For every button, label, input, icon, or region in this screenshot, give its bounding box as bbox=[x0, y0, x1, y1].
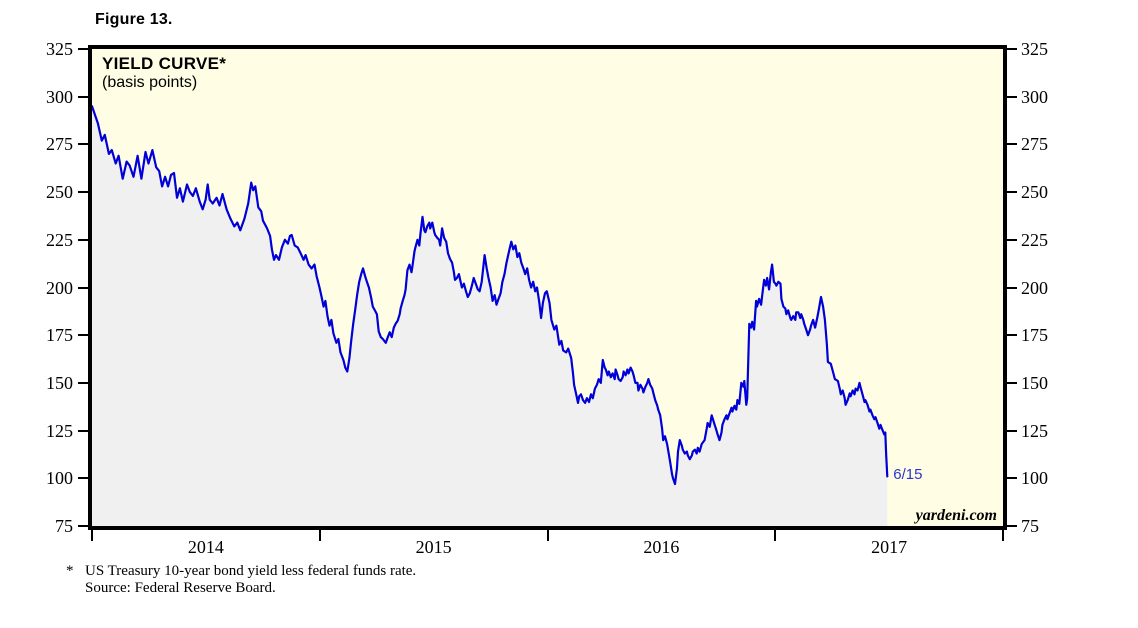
y-tick-right bbox=[1007, 95, 1017, 98]
y-axis-label-left: 250 bbox=[46, 182, 73, 203]
y-tick-left bbox=[78, 525, 88, 527]
y-tick-left bbox=[78, 429, 88, 432]
y-axis-label-right: 325 bbox=[1021, 39, 1048, 59]
x-tick bbox=[546, 530, 549, 541]
footnote-text: US Treasury 10-year bond yield less fede… bbox=[85, 563, 416, 597]
y-tick-right bbox=[1007, 191, 1017, 194]
x-tick bbox=[91, 530, 93, 541]
footnote-asterisk: * bbox=[66, 563, 74, 579]
chart-title: YIELD CURVE* bbox=[102, 54, 227, 73]
footnote-line-1: US Treasury 10-year bond yield less fede… bbox=[85, 563, 417, 579]
x-tick bbox=[318, 530, 321, 541]
y-axis-label-right: 300 bbox=[1021, 86, 1048, 107]
y-tick-left bbox=[78, 191, 88, 194]
y-axis-label-left: 225 bbox=[46, 229, 73, 250]
x-axis-year-label: 2017 bbox=[871, 537, 908, 557]
y-axis-label-left: 175 bbox=[46, 325, 73, 346]
y-axis-label-left: 75 bbox=[55, 516, 73, 536]
y-tick-left bbox=[78, 381, 88, 384]
x-tick bbox=[774, 530, 777, 541]
watermark-yardeni: yardeni.com bbox=[915, 507, 997, 524]
y-tick-right bbox=[1007, 48, 1017, 50]
y-tick-right bbox=[1007, 525, 1017, 527]
y-axis-label-right: 75 bbox=[1021, 516, 1039, 536]
y-tick-left bbox=[78, 286, 88, 289]
y-axis-label-right: 100 bbox=[1021, 468, 1048, 489]
y-axis-label-right: 175 bbox=[1021, 325, 1048, 346]
yield-curve-line bbox=[92, 105, 889, 486]
y-axis-label-right: 225 bbox=[1021, 229, 1048, 250]
y-tick-right bbox=[1007, 477, 1017, 480]
footnote: * US Treasury 10-year bond yield less fe… bbox=[66, 563, 416, 597]
y-axis-label-left: 150 bbox=[46, 372, 73, 393]
y-tick-left bbox=[78, 95, 88, 98]
y-tick-right bbox=[1007, 143, 1017, 146]
y-tick-right bbox=[1007, 381, 1017, 384]
last-point-date-annotation: 6/15 bbox=[893, 466, 923, 484]
y-axis-label-right: 150 bbox=[1021, 372, 1048, 393]
y-tick-left bbox=[78, 48, 88, 50]
y-axis-label-left: 200 bbox=[46, 277, 73, 298]
y-tick-left bbox=[78, 238, 88, 241]
y-tick-left bbox=[78, 143, 88, 146]
y-axis-label-left: 275 bbox=[46, 134, 73, 155]
y-tick-right bbox=[1007, 334, 1017, 337]
area-fill bbox=[92, 106, 888, 526]
y-tick-left bbox=[78, 477, 88, 480]
y-axis-label-right: 250 bbox=[1021, 182, 1048, 203]
y-axis-label-right: 275 bbox=[1021, 134, 1048, 155]
figure-label: Figure 13. bbox=[95, 11, 173, 28]
y-tick-right bbox=[1007, 286, 1017, 289]
x-tick bbox=[1002, 530, 1004, 541]
y-axis-label-right: 200 bbox=[1021, 277, 1048, 298]
y-axis-label-left: 300 bbox=[46, 86, 73, 107]
y-tick-right bbox=[1007, 429, 1017, 432]
y-axis-label-right: 125 bbox=[1021, 420, 1048, 441]
chart-plot-area: YIELD CURVE* (basis points) yardeni.com bbox=[88, 45, 1007, 530]
footnote-line-2: Source: Federal Reserve Board. bbox=[85, 580, 276, 596]
y-axis-label-left: 125 bbox=[46, 420, 73, 441]
yield-curve-plot bbox=[92, 105, 889, 526]
x-axis-year-label: 2015 bbox=[415, 537, 452, 557]
x-axis-year-label: 2014 bbox=[187, 537, 224, 557]
x-axis-year-label: 2016 bbox=[643, 537, 680, 557]
y-tick-left bbox=[78, 334, 88, 337]
y-tick-right bbox=[1007, 238, 1017, 241]
y-axis-label-left: 100 bbox=[46, 468, 73, 489]
y-axis-label-left: 325 bbox=[46, 39, 73, 59]
chart-subtitle: (basis points) bbox=[102, 74, 198, 91]
